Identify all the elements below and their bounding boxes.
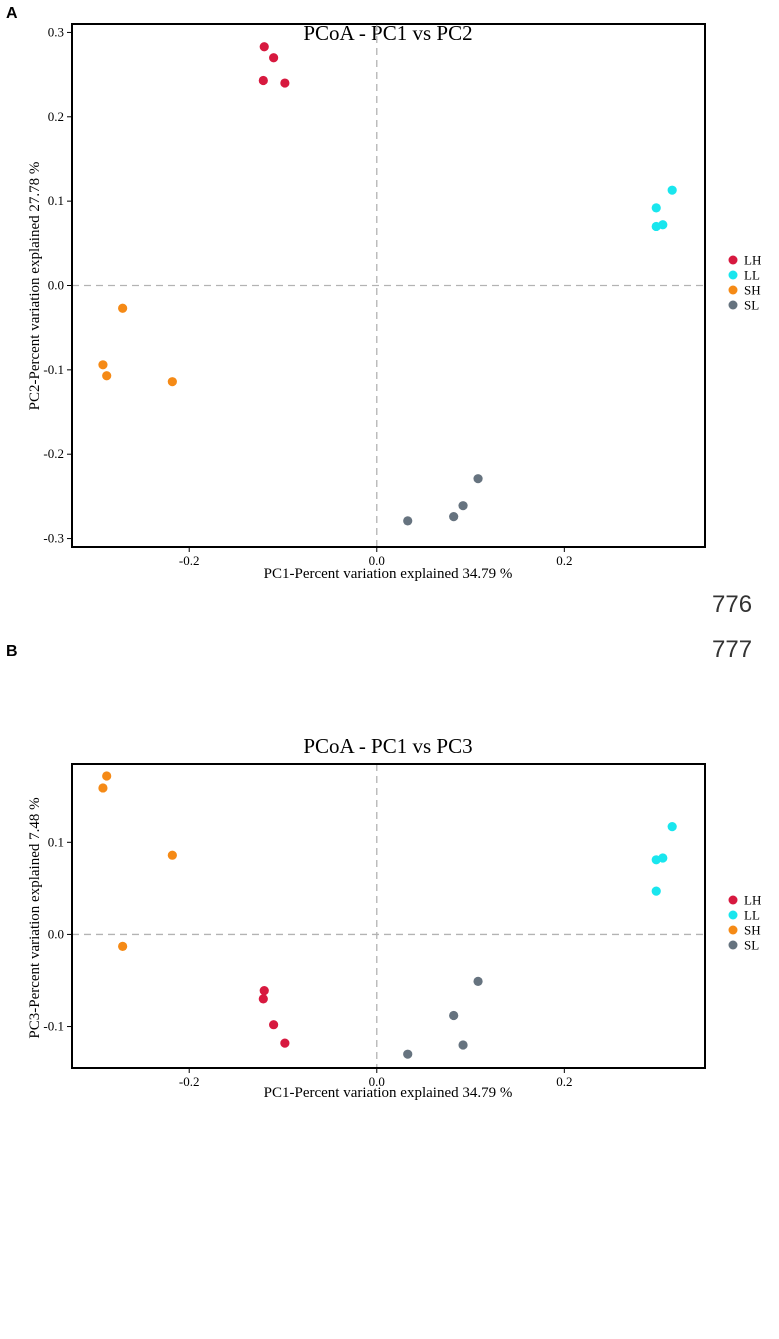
y-tick-label: -0.1	[43, 362, 64, 377]
data-point-sh	[167, 377, 177, 387]
legend-label-sh: SH	[744, 283, 761, 298]
data-point-ll	[667, 822, 677, 832]
x-tick-label: 0.2	[556, 553, 572, 568]
legend-label-sl: SL	[744, 938, 759, 953]
x-tick-label: 0.0	[369, 553, 385, 568]
plot-frame	[71, 763, 706, 1069]
data-point-lh	[259, 986, 269, 996]
x-axis-label: PC1-Percent variation explained 34.79 %	[264, 566, 513, 582]
x-tick-label: -0.2	[179, 553, 200, 568]
data-point-sl	[458, 1040, 468, 1050]
data-point-sh	[102, 771, 112, 781]
legend-label-lh: LH	[744, 253, 761, 268]
legend-label-sl: SL	[744, 298, 759, 313]
pcoa-pc1-pc2-chart: PCoA - PC1 vs PC2 -0.2 0.0 0.2 -0.3-0.2-0.…	[27, 21, 761, 582]
y-tick-label: -0.2	[43, 446, 64, 461]
data-point-ll	[651, 886, 661, 896]
x-tick-label: -0.2	[179, 1074, 200, 1089]
legend-label-lh: LH	[744, 893, 761, 908]
legend-marker-sl	[728, 940, 738, 950]
data-point-sl	[473, 474, 483, 484]
data-point-sh	[102, 371, 112, 381]
data-point-sh	[167, 850, 177, 860]
pcoa-pc1-pc3-chart: PCoA - PC1 vs PC3 -0.2 0.0 0.2 -0.10.00.1 …	[27, 734, 761, 1101]
data-point-lh	[280, 78, 290, 88]
legend-label-ll: LL	[744, 268, 760, 283]
data-point-ll	[651, 203, 661, 213]
y-tick-label: 0.1	[48, 834, 64, 849]
data-point-lh	[280, 1038, 290, 1048]
data-point-sl	[473, 976, 483, 987]
legend-marker-sl	[728, 300, 738, 310]
legend-marker-lh	[728, 255, 738, 265]
data-point-lh	[258, 75, 268, 86]
chart-title: PCoA - PC1 vs PC3	[303, 734, 472, 758]
panel-b-letter: B	[6, 643, 18, 660]
y-tick-label: 0.0	[48, 278, 64, 293]
data-point-sl	[449, 512, 459, 522]
data-point-sl	[449, 1010, 459, 1021]
data-point-lh	[269, 53, 279, 63]
data-point-sl	[458, 501, 468, 511]
data-point-ll	[667, 185, 677, 195]
data-point-lh	[269, 1020, 279, 1030]
y-tick-label: -0.1	[43, 1019, 64, 1034]
data-point-sh	[118, 303, 128, 313]
data-point-ll	[651, 221, 661, 232]
y-tick-label: 0.3	[48, 24, 64, 39]
y-tick-label: -0.3	[43, 531, 64, 546]
legend-marker-sh	[728, 925, 738, 935]
x-tick-label: 0.2	[556, 1074, 572, 1089]
y-tick-label: 0.1	[48, 193, 64, 208]
y-axis-label: PC3-Percent variation explained 7.48 %	[27, 797, 43, 1038]
data-point-sh	[118, 941, 128, 952]
cut-page-number: 776	[712, 591, 752, 618]
data-point-lh	[258, 994, 268, 1004]
legend-marker-lh	[728, 895, 738, 905]
data-point-sl	[403, 516, 413, 526]
y-axis-label: PC2-Percent variation explained 27.78 %	[27, 162, 43, 411]
data-point-sl	[403, 1049, 413, 1059]
data-point-ll	[651, 855, 661, 865]
legend-marker-ll	[728, 910, 738, 920]
panel-a-letter: A	[6, 5, 18, 22]
page-number: 777	[712, 636, 752, 663]
legend-marker-sh	[728, 285, 738, 295]
legend-label-sh: SH	[744, 923, 761, 938]
legend-label-ll: LL	[744, 908, 760, 923]
data-point-lh	[259, 42, 269, 52]
y-tick-label: 0.2	[48, 109, 64, 124]
data-point-sh	[98, 783, 108, 793]
legend-marker-ll	[728, 270, 738, 280]
x-tick-label: 0.0	[369, 1074, 385, 1089]
data-point-sh	[98, 360, 108, 370]
x-axis-label: PC1-Percent variation explained 34.79 %	[264, 1085, 513, 1101]
y-tick-label: 0.0	[48, 926, 64, 941]
